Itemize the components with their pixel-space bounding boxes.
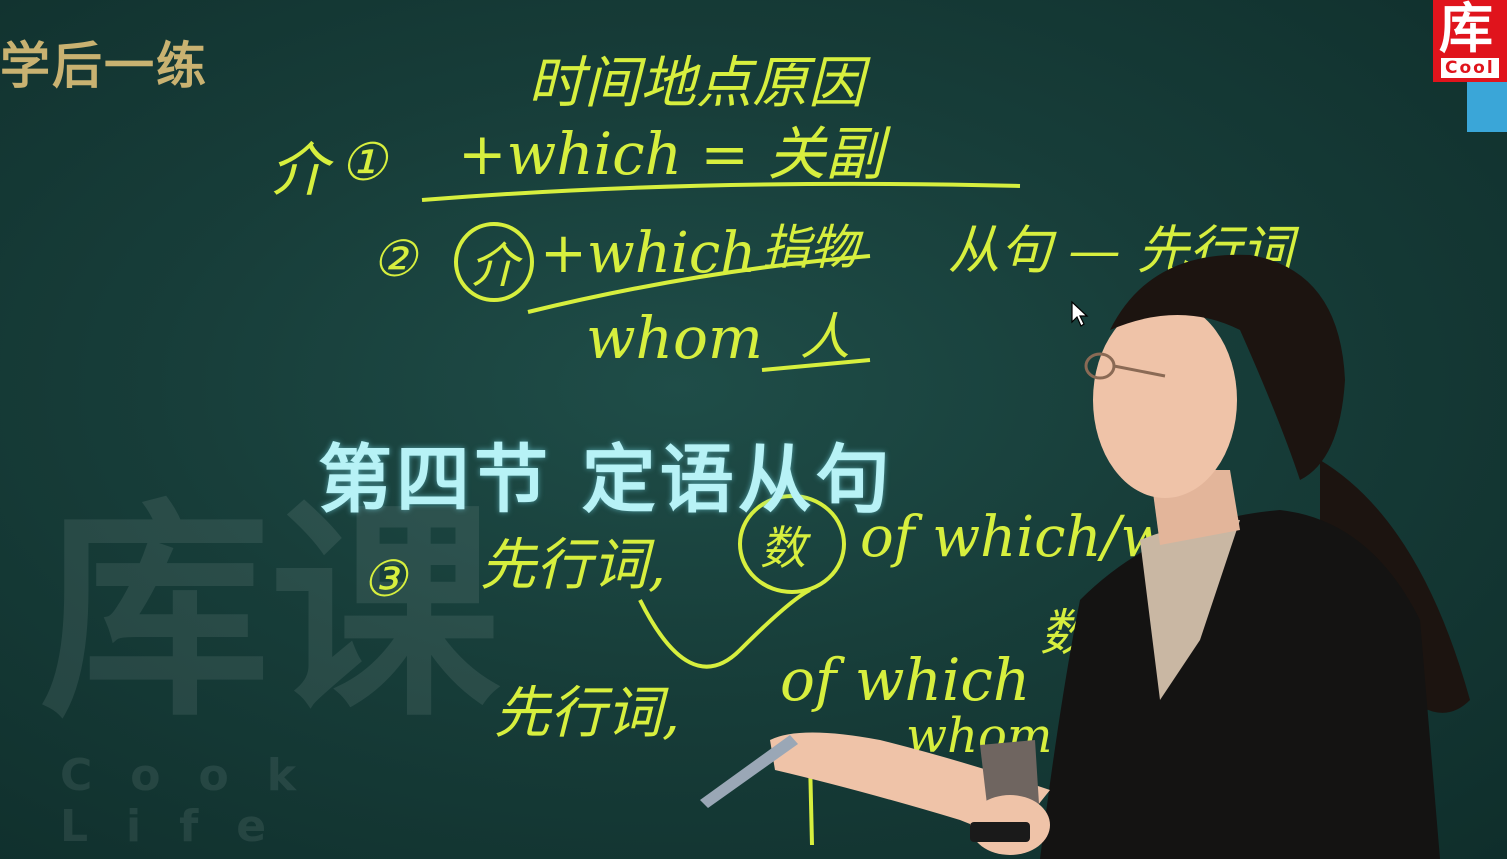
- board-line-1: 时间地点原因: [528, 51, 871, 116]
- logo-sub: Cool: [1441, 58, 1499, 78]
- lesson-title: 第四节 定语从句: [318, 437, 894, 523]
- glasses-arm: [1113, 364, 1166, 378]
- face: [1093, 302, 1237, 498]
- jacket: [1040, 510, 1440, 859]
- board-line-4: whom: [586, 304, 763, 372]
- watermark-logo: 库课: [40, 481, 501, 748]
- logo-char: 库: [1439, 0, 1493, 60]
- brand-logo: 库 Cool: [1433, 0, 1507, 82]
- shirt: [1140, 520, 1240, 700]
- board-line-6-b: of which: [780, 646, 1030, 714]
- board-line-2-prefix: 介: [270, 136, 334, 204]
- watermark: 库课 Cook Life: [20, 481, 580, 853]
- board-line-5-a: 先行词,: [480, 533, 666, 598]
- board-line-3-circle: 介: [470, 238, 523, 294]
- logo-accent: [1467, 82, 1507, 132]
- board-line-3-num: ②: [372, 230, 419, 288]
- board-line-4-tail: 人: [800, 308, 850, 366]
- board-line-2-main: +which = 关副: [458, 120, 891, 188]
- remote-clicker: [970, 822, 1030, 842]
- marker-pen: [700, 735, 798, 808]
- hair: [1110, 254, 1345, 480]
- circle-mark-2: [738, 494, 846, 594]
- underline-1: [421, 181, 1021, 202]
- circle-mark-1: [454, 222, 534, 302]
- underline-3: [761, 358, 871, 372]
- mouse-cursor-icon: [1071, 300, 1089, 327]
- section-tag: 学后一练: [0, 37, 208, 95]
- watermark-text: Cook Life: [60, 750, 335, 852]
- board-line-2-num: ①: [340, 133, 389, 193]
- board-line-5-circle: 数: [760, 521, 812, 575]
- board-line-5-num: ③: [362, 550, 409, 608]
- board-line-6-a: 先行词,: [494, 681, 680, 746]
- underline-2: [527, 254, 871, 314]
- swap-arrow: [638, 588, 811, 669]
